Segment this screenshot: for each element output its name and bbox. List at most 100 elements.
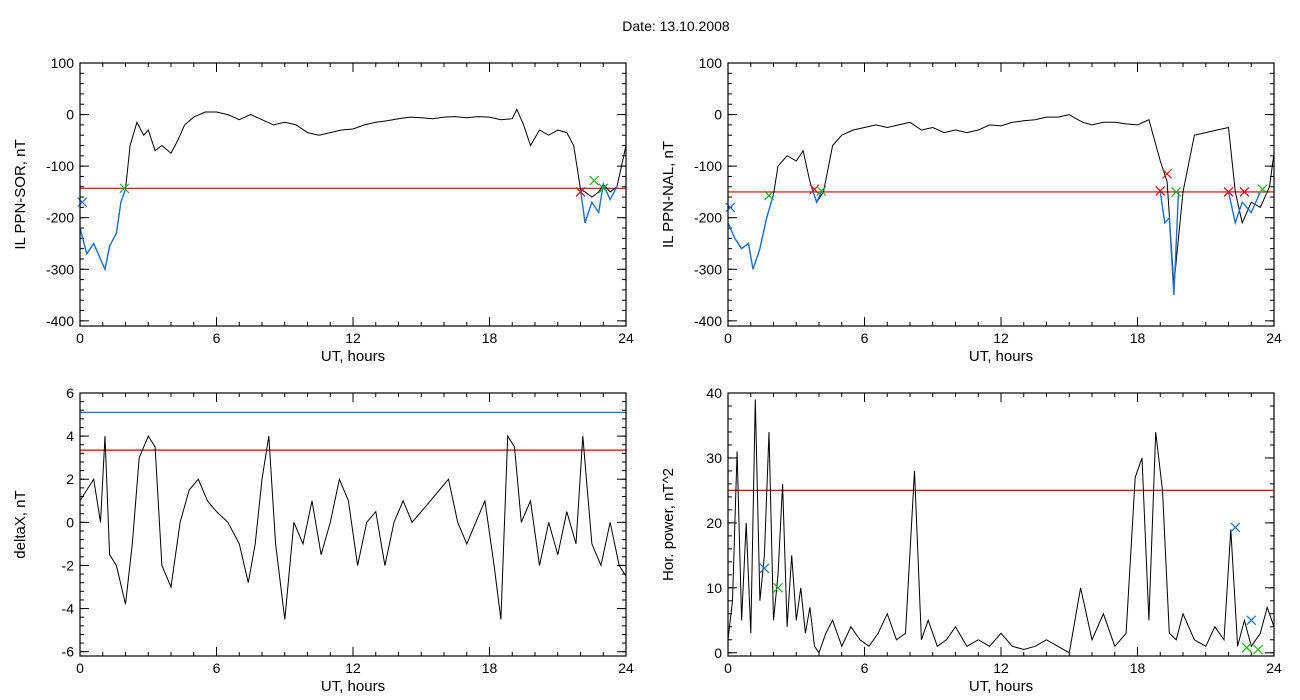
y-tick-label: -4 (62, 601, 75, 617)
event-marker (764, 190, 774, 201)
x-axis-label: UT, hours (321, 678, 385, 695)
event-segment (80, 189, 127, 272)
y-tick-label: -2 (62, 557, 75, 573)
y-axis-label: IL PPN-NAL, nT (660, 141, 677, 248)
signal-line (728, 114, 1274, 285)
marker-stroke (816, 185, 827, 196)
x-tick-label: 0 (724, 660, 732, 676)
y-axis-label: deltaX, nT (12, 490, 29, 558)
marker-stroke (759, 563, 770, 574)
y-axis-label: IL PPN-SOR, nT (12, 139, 29, 249)
marker-stroke (1171, 186, 1182, 197)
x-tick-label: 12 (993, 330, 1009, 346)
event-segment (811, 189, 822, 205)
y-tick-label: 10 (706, 580, 722, 596)
y-tick-label: -6 (62, 644, 75, 660)
event-marker (1246, 615, 1257, 626)
y-tick-label: -100 (694, 158, 722, 174)
marker-stroke (1155, 185, 1166, 196)
y-tick-label: 0 (714, 107, 722, 123)
event-segment (1227, 191, 1261, 226)
x-tick-label: 0 (76, 330, 84, 346)
x-tick-label: 24 (1266, 330, 1282, 346)
marker-stroke (589, 175, 600, 186)
event-marker (816, 185, 827, 196)
y-tick-label: -100 (46, 158, 74, 174)
y-tick-label: 0 (66, 514, 74, 530)
event-segment (579, 181, 618, 224)
event-marker (773, 582, 783, 593)
marker-stroke (764, 190, 774, 201)
marker-stroke (575, 186, 586, 197)
plot-frame (727, 62, 1275, 327)
plot-frame (79, 392, 627, 657)
x-tick-label: 12 (345, 660, 361, 676)
marker-stroke (773, 582, 783, 593)
y-tick-label: 2 (66, 471, 74, 487)
x-axis-label: UT, hours (969, 348, 1033, 365)
x-axis-label: UT, hours (321, 348, 385, 365)
x-tick-label: 0 (76, 660, 84, 676)
x-tick-label: 0 (724, 330, 732, 346)
x-tick-label: 12 (345, 330, 361, 346)
panel-sor: 0 6 12 18 24 100 0 -100 -200 -300 -400 UT, hours IL … (12, 55, 634, 365)
y-tick-label: -300 (46, 261, 74, 277)
y-tick-label: 6 (66, 385, 74, 401)
event-marker (725, 202, 736, 213)
marker-stroke (1257, 184, 1268, 195)
y-tick-label: -400 (694, 313, 722, 329)
marker-stroke (1230, 522, 1241, 533)
event-marker (575, 186, 586, 197)
y-axis-label: Hor. power, nT^2 (660, 468, 677, 581)
plot-frame (79, 62, 627, 327)
marker-stroke (1162, 168, 1172, 179)
event-marker (1162, 168, 1172, 179)
event-marker (759, 563, 770, 574)
marker-stroke (77, 197, 88, 208)
y-tick-label: 40 (706, 385, 722, 401)
event-marker (1241, 642, 1252, 653)
marker-stroke (1253, 644, 1263, 655)
y-tick-label: 4 (66, 428, 74, 444)
x-tick-label: 24 (618, 660, 634, 676)
x-tick-label: 6 (861, 660, 869, 676)
panel-hor-power: 0 6 12 18 24 40 30 20 10 0 UT, hours Hor. power, nT… (660, 385, 1282, 695)
y-tick-label: 0 (66, 107, 74, 123)
event-marker (119, 183, 130, 194)
y-tick-label: -200 (694, 210, 722, 226)
y-tick-label: -400 (46, 313, 74, 329)
panel-deltax: 0 6 12 18 24 6 4 2 0 -2 -4 -6 UT, hours deltaX, nT (12, 385, 634, 695)
marker-stroke (1239, 186, 1250, 197)
x-tick-label: 6 (213, 330, 221, 346)
event-marker (1230, 522, 1241, 533)
event-marker (1223, 186, 1234, 197)
event-marker (1239, 186, 1250, 197)
x-tick-label: 12 (993, 660, 1009, 676)
figure-title: Date: 13.10.2008 (622, 18, 730, 34)
y-tick-label: -300 (694, 261, 722, 277)
x-tick-label: 18 (1130, 660, 1146, 676)
y-tick-label: 20 (706, 515, 722, 531)
marker-stroke (1246, 615, 1257, 626)
signal-line (728, 399, 1274, 654)
x-axis-label: UT, hours (969, 678, 1033, 695)
x-tick-label: 24 (1266, 660, 1282, 676)
marker-stroke (1223, 186, 1234, 197)
signal-line (80, 434, 626, 620)
x-tick-label: 24 (618, 330, 634, 346)
marker-stroke (1241, 642, 1252, 653)
marker-stroke (725, 202, 736, 213)
event-marker (1257, 184, 1268, 195)
event-marker (1155, 185, 1166, 196)
marker-stroke (119, 183, 130, 194)
event-marker (1171, 186, 1182, 197)
y-tick-label: 30 (706, 450, 722, 466)
signal-line (80, 108, 626, 271)
panel-nal: 0 6 12 18 24 100 0 -100 -200 -300 -400 UT, hours IL … (660, 55, 1282, 365)
x-tick-label: 18 (1130, 330, 1146, 346)
event-segment (728, 194, 775, 270)
y-tick-label: 100 (51, 55, 75, 71)
x-tick-label: 6 (861, 330, 869, 346)
x-tick-label: 18 (482, 330, 498, 346)
